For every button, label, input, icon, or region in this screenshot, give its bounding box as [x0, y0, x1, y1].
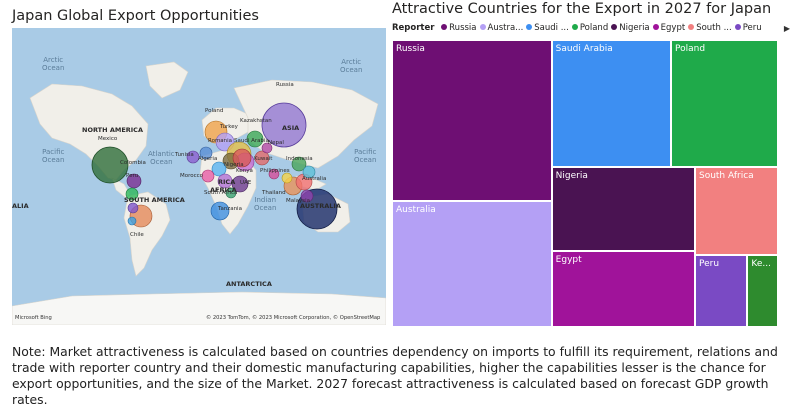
map-land	[12, 61, 386, 325]
city-label: Philippines	[260, 168, 290, 174]
city-label: Morocco	[180, 173, 204, 179]
region-label: ALIA	[12, 202, 29, 210]
legend-dot-icon	[688, 24, 695, 30]
city-label: Tunisia	[175, 152, 194, 158]
ocean-label: Pacific Ocean	[42, 148, 65, 164]
treemap-legend: Reporter Russia Austra... Saudi ... Poland N…	[392, 23, 792, 39]
treemap-tile-label: South Africa	[698, 171, 754, 182]
city-label: South Africa	[204, 190, 238, 196]
legend-dot-icon	[441, 24, 448, 30]
ocean-label: Pacific Ocean	[354, 148, 377, 164]
legend-title: Reporter	[392, 23, 435, 33]
treemap[interactable]: Russia Australia Saudi Arabia Poland Nigeria…	[392, 40, 778, 327]
treemap-tile-label: Peru	[698, 258, 720, 269]
legend-next-arrow-icon[interactable]: ▶	[783, 24, 790, 33]
treemap-tile[interactable]: Poland	[671, 40, 778, 168]
treemap-tile[interactable]: Egypt	[551, 250, 695, 327]
treemap-tile-label: Poland	[675, 44, 706, 54]
city-label: UAE	[240, 180, 252, 186]
legend-item[interactable]: Poland	[571, 23, 609, 33]
city-label: Kazakhstan	[240, 118, 272, 124]
treemap-tile-label: Australia	[396, 205, 436, 216]
legend-item-label: South ...	[696, 23, 732, 33]
legend-item[interactable]: Austra...	[479, 23, 524, 33]
city-label: Chile	[130, 232, 144, 238]
legend-item-label: Egypt	[660, 23, 686, 33]
treemap-tile-label: Russia	[396, 44, 425, 54]
legend-dot-icon	[526, 24, 533, 30]
city-label: Kuwait	[254, 156, 273, 162]
city-label: Russia	[276, 82, 294, 88]
map-bubbles	[91, 102, 338, 230]
legend-items: Russia Austra... Saudi ... Poland Nigeria Egy…	[441, 23, 764, 33]
city-label: Saudi Arabia	[234, 138, 269, 144]
city-label: Thailand	[262, 190, 286, 196]
city-label: Romania	[208, 138, 233, 144]
map-title: Japan Global Export Opportunities	[12, 8, 259, 24]
treemap-tile[interactable]: Peru	[694, 254, 748, 327]
world-map[interactable]: Arctic Ocean Arctic Ocean Pacific Ocean Atl…	[12, 28, 386, 325]
legend-item-label: Nigeria	[619, 23, 650, 33]
region-label: AUSTRALIA	[300, 202, 341, 210]
city-label: Nepal	[268, 140, 284, 146]
treemap-tile[interactable]: Saudi Arabia	[551, 40, 672, 168]
city-label: Algeria	[198, 156, 218, 162]
ocean-label: Arctic Ocean	[42, 56, 65, 72]
region-label: AFRICA	[210, 186, 237, 194]
treemap-tile[interactable]: Australia	[392, 201, 552, 327]
map-attribution[interactable]: © 2023 TomTom, © 2023 Microsoft Corporat…	[206, 315, 381, 321]
city-label: Indonesia	[286, 156, 313, 162]
treemap-title: Attractive Countries for the Export in 2…	[392, 1, 772, 17]
ocean-label: Indian Ocean	[254, 196, 277, 212]
legend-dot-icon	[652, 24, 659, 30]
city-label: Turkey	[220, 124, 238, 130]
ocean-label: Arctic Ocean	[340, 58, 363, 74]
legend-item[interactable]: Egypt	[652, 23, 686, 33]
legend-item-label: Saudi ...	[534, 23, 569, 33]
treemap-tile-label: Nigeria	[555, 171, 588, 182]
ocean-label: Atlantic Ocean	[148, 150, 175, 166]
legend-item-label: Poland	[579, 23, 609, 33]
legend-item[interactable]: Peru	[734, 23, 762, 33]
bing-logo[interactable]: Microsoft Bing	[15, 315, 52, 321]
treemap-tile[interactable]: Nigeria	[551, 167, 695, 251]
legend-item-label: Peru	[742, 23, 762, 33]
legend-dot-icon	[571, 24, 578, 30]
treemap-tile-label: Egypt	[555, 254, 582, 265]
treemap-tile[interactable]: Ke...	[747, 254, 778, 327]
city-label: Nigeria	[224, 162, 244, 168]
region-label: RICA	[218, 178, 236, 186]
region-label: NORTH AMERICA	[82, 126, 143, 134]
legend-item[interactable]: Nigeria	[611, 23, 650, 33]
legend-dot-icon	[734, 24, 741, 30]
legend-item-label: Austra...	[487, 23, 524, 33]
city-label: Tanzania	[218, 206, 242, 212]
city-label: Mexico	[98, 136, 118, 142]
legend-dot-icon	[611, 24, 618, 30]
legend-item[interactable]: Russia	[441, 23, 477, 33]
treemap-tile-label: Saudi Arabia	[555, 44, 613, 54]
city-label: Australia	[302, 176, 327, 182]
legend-item[interactable]: Saudi ...	[526, 23, 569, 33]
legend-item-label: Russia	[449, 23, 477, 33]
city-label: Kenya	[236, 168, 253, 174]
city-label: Poland	[205, 108, 224, 114]
legend-item[interactable]: South ...	[688, 23, 732, 33]
region-label: ANTARCTICA	[226, 280, 272, 288]
city-label: Peru	[126, 173, 139, 179]
treemap-tile-label: Ke...	[751, 258, 771, 269]
city-label: Colombia	[120, 160, 146, 166]
legend-dot-icon	[479, 24, 486, 30]
region-label: SOUTH AMERICA	[124, 196, 185, 204]
treemap-tile[interactable]: South Africa	[694, 167, 778, 255]
footnote: Note: Market attractiveness is calculate…	[12, 344, 778, 407]
city-label: Malaysia	[286, 198, 311, 204]
treemap-tile[interactable]: Russia	[392, 40, 552, 202]
region-label: ASIA	[282, 124, 300, 132]
